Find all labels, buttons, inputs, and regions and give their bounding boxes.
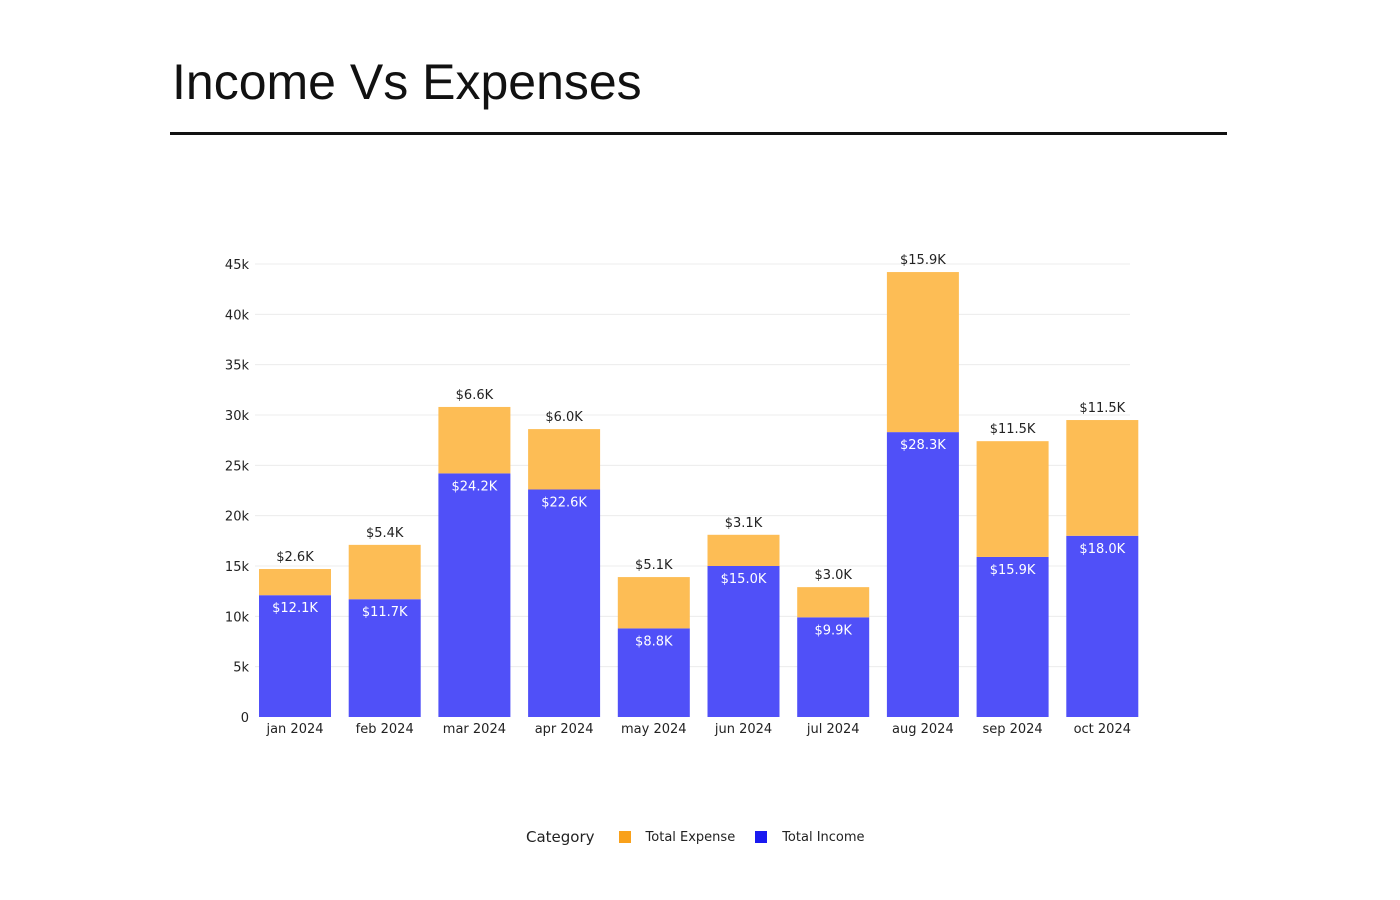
data-label-expense: $6.0K — [545, 410, 583, 425]
data-label-income: $15.0K — [721, 572, 767, 587]
legend-label-income: Total Income — [782, 829, 865, 845]
y-tick-label: 30k — [225, 409, 250, 424]
bar-expense-jun-2024[interactable] — [707, 534, 780, 566]
x-axis: jan 2024 feb 2024 mar 2024 apr 2024 may 2024… — [265, 722, 1131, 737]
x-tick-label: aug 2024 — [892, 722, 954, 737]
data-label-expense: $11.5K — [1079, 401, 1125, 416]
bar-expense-apr-2024[interactable] — [528, 429, 601, 490]
bar-income-mar-2024[interactable] — [438, 473, 511, 717]
legend: Category Total Expense Total Income — [526, 828, 885, 846]
data-label-income: $15.9K — [990, 563, 1036, 578]
legend-swatch-expense — [618, 831, 631, 843]
x-tick-label: feb 2024 — [356, 722, 414, 737]
y-tick-label: 5k — [233, 661, 249, 676]
x-tick-label: may 2024 — [621, 722, 687, 737]
legend-label-expense: Total Expense — [645, 829, 736, 845]
x-tick-label: mar 2024 — [443, 722, 506, 737]
data-label-income: $11.7K — [362, 605, 408, 620]
y-tick-label: 45k — [225, 258, 250, 273]
data-label-income: $24.2K — [452, 479, 498, 494]
y-tick-label: 40k — [225, 308, 250, 323]
legend-item-total-income[interactable]: Total Income — [755, 829, 865, 845]
data-label-income: $22.6K — [541, 495, 587, 510]
data-label-income: $12.1K — [272, 601, 318, 616]
bar-income-apr-2024[interactable] — [528, 489, 601, 717]
data-label-expense: $15.9K — [900, 253, 946, 268]
legend-item-total-expense[interactable]: Total Expense — [618, 829, 736, 845]
y-tick-label: 35k — [225, 359, 250, 374]
bar-income-may-2024[interactable] — [617, 628, 690, 717]
legend-swatch-income — [755, 831, 768, 843]
legend-title: Category — [526, 828, 595, 846]
y-tick-label: 20k — [225, 510, 250, 525]
x-tick-label: jun 2024 — [714, 722, 772, 737]
bar-income-jun-2024[interactable] — [707, 566, 780, 717]
bar-income-sep-2024[interactable] — [976, 556, 1049, 717]
data-label-income: $9.9K — [814, 623, 852, 638]
bar-expense-jan-2024[interactable] — [259, 569, 331, 596]
data-label-expense: $5.1K — [635, 558, 673, 573]
data-label-expense: $6.6K — [456, 388, 494, 403]
x-tick-label: sep 2024 — [982, 722, 1042, 737]
bar-expense-oct-2024[interactable] — [1066, 420, 1139, 536]
data-label-income: $28.3K — [900, 438, 946, 453]
bars: $12.1K $2.6K $11.7K $5.4K $24.2K $6.6K $22.6K $… — [259, 253, 1139, 717]
title-divider — [170, 132, 1227, 135]
bar-expense-sep-2024[interactable] — [976, 441, 1049, 557]
y-tick-label: 15k — [225, 560, 250, 575]
x-tick-label: oct 2024 — [1074, 722, 1131, 737]
y-axis: 0 5k 10k 15k 20k 25k 30k 35k 40k 45k — [225, 258, 250, 726]
data-label-income: $8.8K — [635, 634, 673, 649]
x-tick-label: jul 2024 — [806, 722, 860, 737]
bar-expense-mar-2024[interactable] — [438, 406, 511, 474]
data-label-income: $18.0K — [1079, 542, 1125, 557]
y-tick-label: 10k — [225, 610, 250, 625]
data-label-expense: $5.4K — [366, 526, 404, 541]
data-label-expense: $2.6K — [276, 550, 314, 565]
bar-expense-aug-2024[interactable] — [886, 272, 959, 433]
data-label-expense: $11.5K — [990, 422, 1036, 437]
bar-expense-may-2024[interactable] — [617, 577, 690, 629]
bar-expense-feb-2024[interactable] — [348, 544, 421, 600]
bar-income-jan-2024[interactable] — [259, 595, 331, 717]
bar-income-jul-2024[interactable] — [797, 617, 870, 717]
x-tick-label: jan 2024 — [265, 722, 323, 737]
y-tick-label: 25k — [225, 459, 250, 474]
data-label-expense: $3.1K — [725, 516, 763, 531]
y-tick-label: 0 — [241, 711, 249, 726]
bar-income-aug-2024[interactable] — [886, 432, 959, 717]
bar-expense-jul-2024[interactable] — [797, 587, 870, 618]
page-title: Income Vs Expenses — [172, 54, 642, 110]
data-label-expense: $3.0K — [814, 568, 852, 583]
x-tick-label: apr 2024 — [535, 722, 594, 737]
bar-income-feb-2024[interactable] — [348, 599, 421, 717]
bar-income-oct-2024[interactable] — [1066, 535, 1139, 717]
